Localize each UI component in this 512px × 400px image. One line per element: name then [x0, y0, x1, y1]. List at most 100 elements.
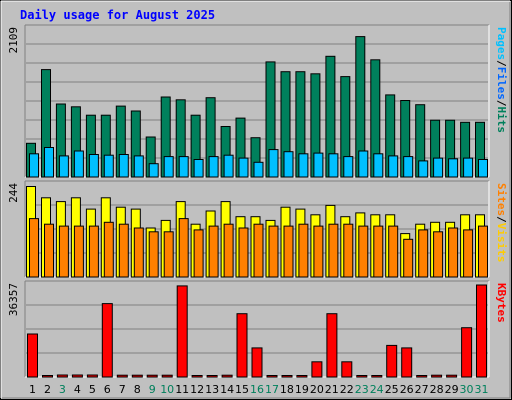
bar-sites-23: [358, 225, 369, 278]
bar-sites-10: [163, 231, 174, 278]
bar-kbytes-11: [176, 285, 188, 378]
x-tick-label-27: 27: [415, 383, 429, 396]
bar-sites-14: [223, 223, 234, 278]
bar-files-1: [29, 153, 39, 178]
legend-kbytes: KBytes: [495, 283, 508, 323]
bar-kbytes-16: [251, 347, 263, 378]
bar-files-28: [433, 157, 444, 178]
x-tick-label-16: 16: [250, 383, 264, 396]
bar-kbytes-21: [326, 313, 338, 378]
bar-kbytes-29: [446, 374, 458, 378]
bar-sites-22: [343, 223, 354, 278]
bar-sites-28: [433, 231, 444, 278]
bar-kbytes-10: [161, 374, 173, 378]
bar-files-26: [403, 156, 414, 178]
bar-files-24: [373, 153, 384, 178]
bar-sites-4: [73, 225, 84, 278]
bar-kbytes-26: [401, 347, 413, 378]
bar-sites-12: [193, 229, 204, 278]
bar-kbytes-19: [296, 375, 308, 378]
bar-sites-9: [148, 231, 159, 278]
bar-kbytes-20: [311, 361, 323, 378]
max-label-kbytes: 36357: [7, 283, 20, 316]
bar-sites-13: [208, 225, 219, 278]
bar-sites-16: [253, 223, 264, 278]
bar-sites-19: [298, 223, 309, 278]
x-tick-label-9: 9: [149, 383, 156, 396]
x-tick-label-21: 21: [325, 383, 339, 396]
bar-files-14: [223, 154, 234, 178]
legend-part-sep: /: [495, 216, 508, 223]
x-tick-label-26: 26: [400, 383, 414, 396]
bar-sites-20: [313, 225, 324, 278]
max-label-visits-sites: 244: [7, 183, 20, 203]
x-tick-label-30: 30: [460, 383, 474, 396]
x-tick-label-6: 6: [104, 383, 111, 396]
bar-kbytes-27: [416, 375, 428, 378]
bar-files-6: [103, 154, 114, 178]
x-tick-label-25: 25: [385, 383, 399, 396]
x-tick-label-14: 14: [220, 383, 234, 396]
bar-kbytes-23: [356, 375, 368, 378]
x-tick-label-19: 19: [295, 383, 309, 396]
bar-files-30: [463, 157, 474, 178]
bar-sites-8: [133, 227, 144, 278]
x-tick-label-15: 15: [235, 383, 249, 396]
x-tick-label-29: 29: [445, 383, 459, 396]
bar-kbytes-24: [371, 375, 383, 378]
x-tick-label-8: 8: [134, 383, 141, 396]
bar-files-17: [268, 149, 279, 178]
bar-files-18: [283, 151, 294, 178]
bar-files-16: [253, 161, 264, 178]
bar-kbytes-15: [236, 313, 248, 378]
bar-files-2: [44, 147, 54, 178]
bar-kbytes-14: [221, 374, 233, 378]
bar-kbytes-13: [206, 375, 218, 378]
bar-sites-2: [44, 223, 54, 278]
bar-kbytes-1: [27, 333, 38, 378]
bar-kbytes-22: [341, 361, 353, 378]
bar-files-25: [388, 155, 399, 178]
bar-sites-15: [238, 227, 249, 278]
legend-visits-sites: Sites/Visits: [495, 183, 508, 263]
legend-part-sep: /: [495, 60, 508, 67]
bar-sites-21: [328, 223, 339, 278]
bar-kbytes-31: [476, 284, 487, 378]
bar-sites-31: [478, 225, 488, 278]
x-tick-label-10: 10: [160, 383, 174, 396]
bar-kbytes-4: [71, 374, 83, 378]
legend-part-pages: Pages: [495, 27, 508, 60]
bar-sites-1: [29, 218, 39, 278]
bar-files-7: [118, 154, 129, 178]
legend-part-files: Files: [495, 67, 508, 100]
bar-kbytes-25: [386, 344, 398, 378]
bar-files-20: [313, 152, 324, 178]
x-tick-label-11: 11: [175, 383, 189, 396]
bar-files-19: [298, 153, 309, 178]
bar-files-13: [208, 156, 219, 178]
bar-sites-29: [448, 227, 459, 278]
x-tick-label-5: 5: [89, 383, 96, 396]
bar-kbytes-5: [86, 374, 98, 378]
bar-sites-18: [283, 225, 294, 278]
x-tick-label-1: 1: [29, 383, 36, 396]
legend-hits-files: Pages/Files/Hits: [495, 27, 508, 133]
legend-part-kbytes: KBytes: [495, 283, 508, 323]
legend-part-sites: Sites: [495, 183, 508, 216]
x-tick-label-31: 31: [475, 383, 489, 396]
x-tick-label-13: 13: [205, 383, 219, 396]
bar-kbytes-18: [281, 375, 293, 378]
bar-files-12: [193, 159, 204, 178]
legend-part-hits: Hits: [495, 107, 508, 134]
bar-files-3: [58, 155, 69, 178]
bar-sites-26: [403, 238, 414, 278]
chart-title: Daily usage for August 2025: [20, 8, 215, 22]
legend-part-sep: /: [495, 100, 508, 107]
bar-kbytes-30: [461, 327, 473, 378]
bar-kbytes-17: [266, 375, 278, 378]
bar-sites-5: [88, 225, 99, 278]
bar-files-29: [448, 158, 459, 178]
x-tick-label-28: 28: [430, 383, 444, 396]
